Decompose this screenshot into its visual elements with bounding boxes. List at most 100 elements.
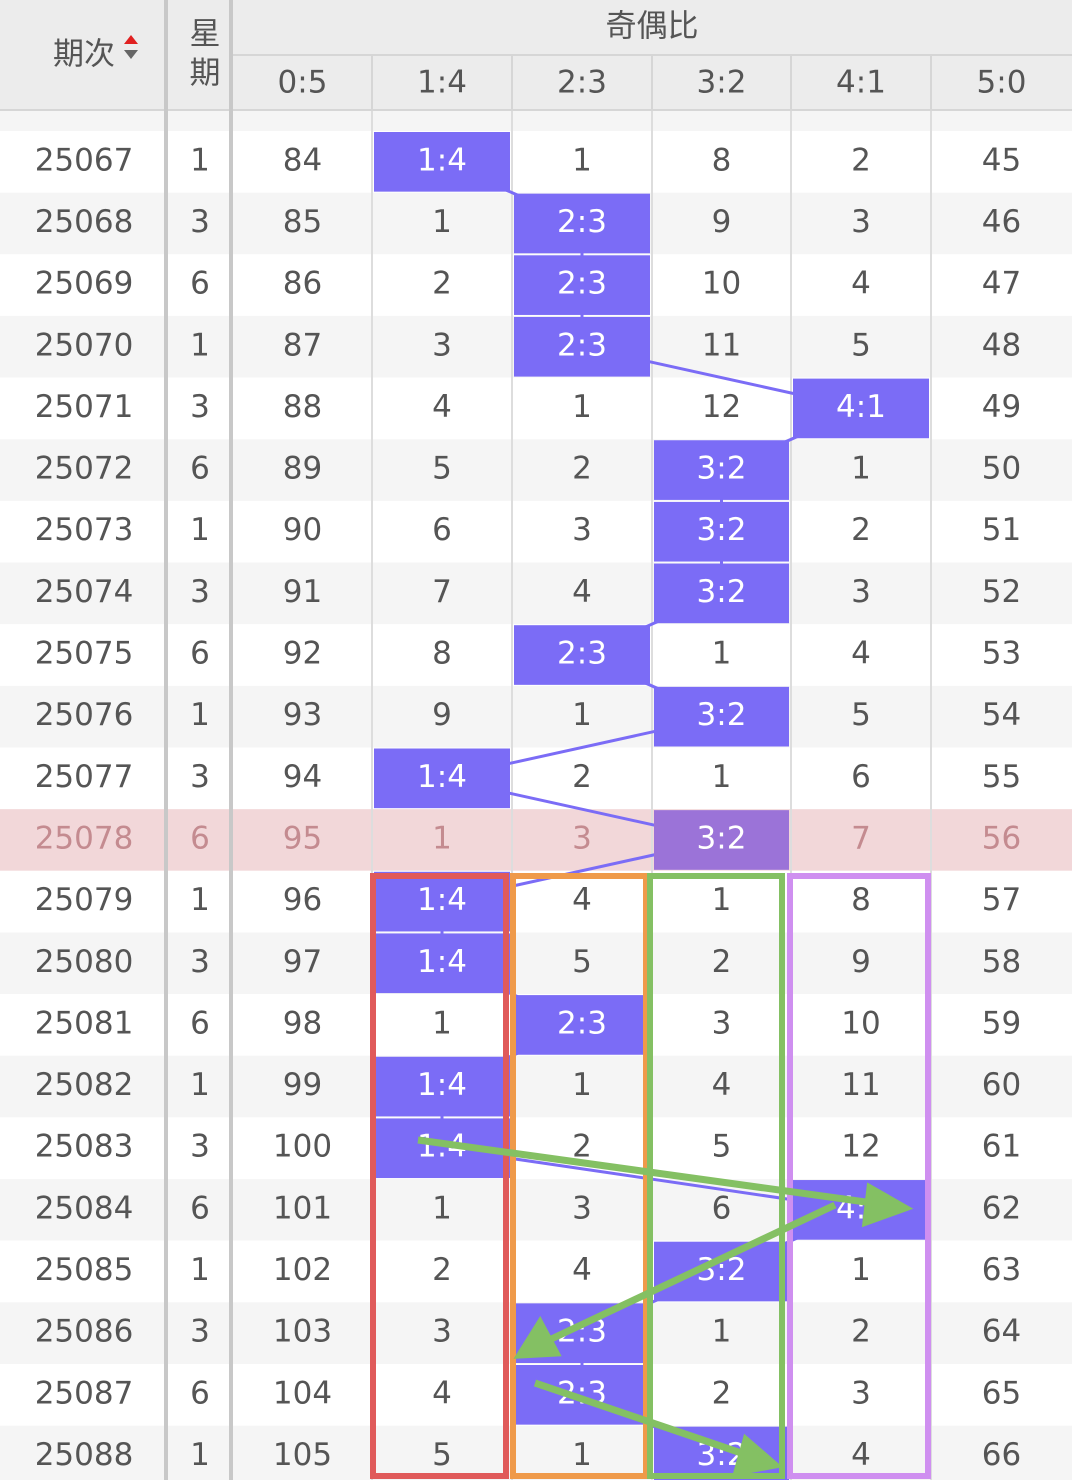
weekday: 6 <box>190 266 210 302</box>
miss-count: 62 <box>982 1190 1021 1226</box>
issue-header[interactable]: 期次 <box>53 37 115 73</box>
miss-count: 1 <box>712 882 732 918</box>
miss-count: 3 <box>432 327 452 363</box>
miss-count: 6 <box>851 759 871 795</box>
row-bg <box>0 685 1072 748</box>
miss-count: 8 <box>712 142 732 178</box>
miss-count: 4 <box>432 389 452 425</box>
hit-cell <box>374 933 510 994</box>
issue: 25076 <box>35 697 134 733</box>
issue: 25071 <box>35 389 134 425</box>
weekday: 3 <box>190 1129 210 1165</box>
miss-count: 59 <box>982 1005 1021 1041</box>
miss-count: 5 <box>712 1129 732 1165</box>
miss-count: 3 <box>851 574 871 610</box>
hit-label: 1:4 <box>417 1067 467 1103</box>
miss-count: 5 <box>572 944 592 980</box>
miss-count: 1 <box>712 636 732 672</box>
miss-count: 1 <box>572 142 592 178</box>
miss-count: 57 <box>982 882 1021 918</box>
miss-count: 11 <box>841 1067 880 1103</box>
weekday: 1 <box>190 1252 210 1288</box>
weekday: 6 <box>190 1375 210 1411</box>
issue: 25083 <box>35 1129 134 1165</box>
issue: 25075 <box>35 636 134 672</box>
row-bg <box>0 932 1072 995</box>
miss-count: 10 <box>702 266 741 302</box>
miss-count: 1 <box>432 1190 452 1226</box>
hit-label: 2:3 <box>557 204 607 240</box>
weekday: 3 <box>190 1314 210 1350</box>
miss-count: 4 <box>851 266 871 302</box>
hit-cell <box>374 1056 510 1117</box>
column-header: 5:0 <box>977 65 1027 101</box>
miss-count: 103 <box>273 1314 332 1350</box>
miss-count: 46 <box>982 204 1021 240</box>
miss-count: 4 <box>712 1067 732 1103</box>
miss-count: 53 <box>982 636 1021 672</box>
miss-count: 3 <box>712 1005 732 1041</box>
miss-count: 1 <box>851 451 871 487</box>
hit-cell <box>793 378 929 439</box>
weekday: 1 <box>190 1437 210 1473</box>
miss-count: 3 <box>572 512 592 548</box>
miss-count: 3 <box>851 1375 871 1411</box>
miss-count: 12 <box>841 1129 880 1165</box>
miss-count: 5 <box>851 697 871 733</box>
miss-count: 52 <box>982 574 1021 610</box>
miss-count: 1 <box>432 820 452 856</box>
weekday-header: 星期 <box>184 17 220 95</box>
hit-label: 1:4 <box>417 142 467 178</box>
miss-count: 2 <box>712 944 732 980</box>
arrows <box>417 1136 914 1477</box>
miss-count: 66 <box>982 1437 1021 1473</box>
miss-count: 8 <box>851 882 871 918</box>
miss-count: 9 <box>712 204 732 240</box>
miss-count: 1 <box>432 1005 452 1041</box>
miss-count: 1 <box>572 1067 592 1103</box>
miss-count: 89 <box>283 451 322 487</box>
weekday: 1 <box>190 1067 210 1103</box>
miss-count: 1 <box>572 697 592 733</box>
miss-count: 2 <box>712 1375 732 1411</box>
issue: 25074 <box>35 574 134 610</box>
miss-count: 86 <box>283 266 322 302</box>
box-purple <box>787 873 931 1479</box>
miss-count: 1 <box>572 1437 592 1473</box>
miss-count: 90 <box>283 512 322 548</box>
miss-count: 91 <box>283 574 322 610</box>
miss-count: 97 <box>283 944 322 980</box>
miss-count: 65 <box>982 1375 1021 1411</box>
miss-count: 7 <box>851 820 871 856</box>
miss-count: 4 <box>851 1437 871 1473</box>
hit-cell <box>654 810 789 870</box>
miss-count: 101 <box>273 1190 332 1226</box>
miss-count: 50 <box>982 451 1021 487</box>
miss-count: 11 <box>702 327 741 363</box>
hit-label: 1:4 <box>417 882 467 918</box>
box-green <box>647 873 785 1479</box>
weekday: 6 <box>190 1005 210 1041</box>
column-header: 0:5 <box>278 65 328 101</box>
weekday: 1 <box>190 142 210 178</box>
weekday: 1 <box>190 327 210 363</box>
weekday: 1 <box>190 882 210 918</box>
hit-cell <box>374 132 510 192</box>
hit-cell <box>514 625 650 685</box>
miss-count: 1 <box>432 204 452 240</box>
miss-count: 5 <box>432 1437 452 1473</box>
miss-count: 56 <box>982 820 1021 856</box>
sort-down[interactable] <box>124 50 138 59</box>
miss-count: 1 <box>712 1314 732 1350</box>
row-bg <box>0 1240 1072 1303</box>
miss-count: 3 <box>432 1314 452 1350</box>
weekday: 3 <box>190 574 210 610</box>
miss-count: 4 <box>572 882 592 918</box>
sort-up[interactable] <box>124 35 138 44</box>
issue: 25068 <box>35 204 134 240</box>
hit-cell <box>654 563 789 624</box>
issue: 25088 <box>35 1437 134 1473</box>
row-bg <box>0 1425 1072 1480</box>
miss-count: 87 <box>283 327 322 363</box>
weekday: 6 <box>190 820 210 856</box>
